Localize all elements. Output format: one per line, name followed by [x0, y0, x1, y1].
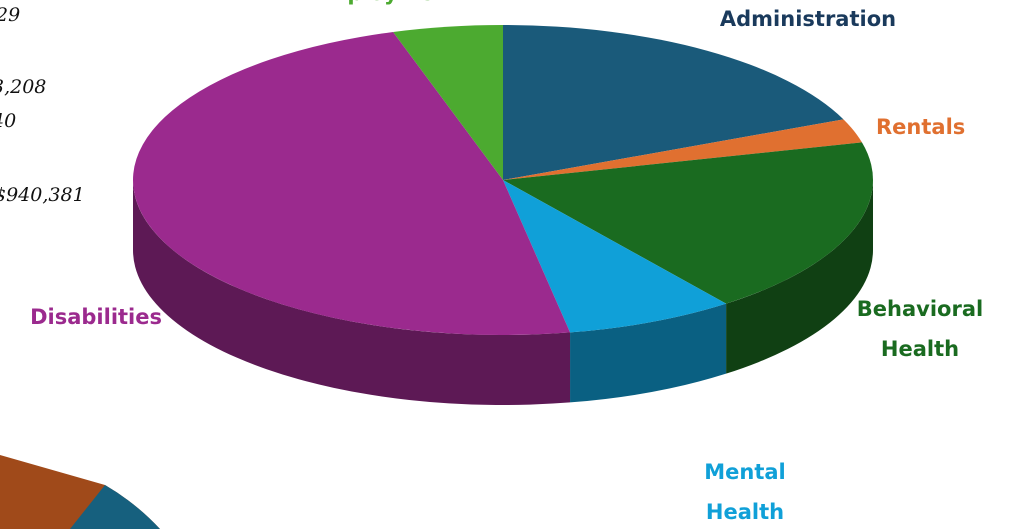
side-text: 29	[0, 4, 20, 26]
side-text: $940,381	[0, 184, 85, 206]
slice-label: Behavioral Health	[857, 297, 983, 361]
slice	[132, 31, 571, 335]
slice	[503, 142, 874, 304]
slice-label: Mental Health	[704, 460, 786, 524]
slice	[503, 25, 844, 180]
slice-label: Administration	[720, 7, 896, 31]
decor-slice	[70, 485, 160, 529]
slice-side	[570, 303, 727, 403]
slice	[503, 180, 727, 333]
slice-side	[133, 180, 571, 406]
slice-label: Employment	[311, 0, 459, 5]
labels: Administration Rentals Behavioral Health Men…	[30, 0, 983, 524]
partial-pie	[0, 455, 160, 529]
slice-label: Rentals	[876, 115, 965, 139]
slice-label: Disabilities	[30, 305, 162, 329]
slice-side	[726, 180, 873, 374]
side-text: 3,208	[0, 76, 46, 98]
slice	[393, 25, 503, 180]
side-text: 40	[0, 110, 16, 132]
slice	[503, 119, 862, 180]
pie	[132, 25, 874, 406]
